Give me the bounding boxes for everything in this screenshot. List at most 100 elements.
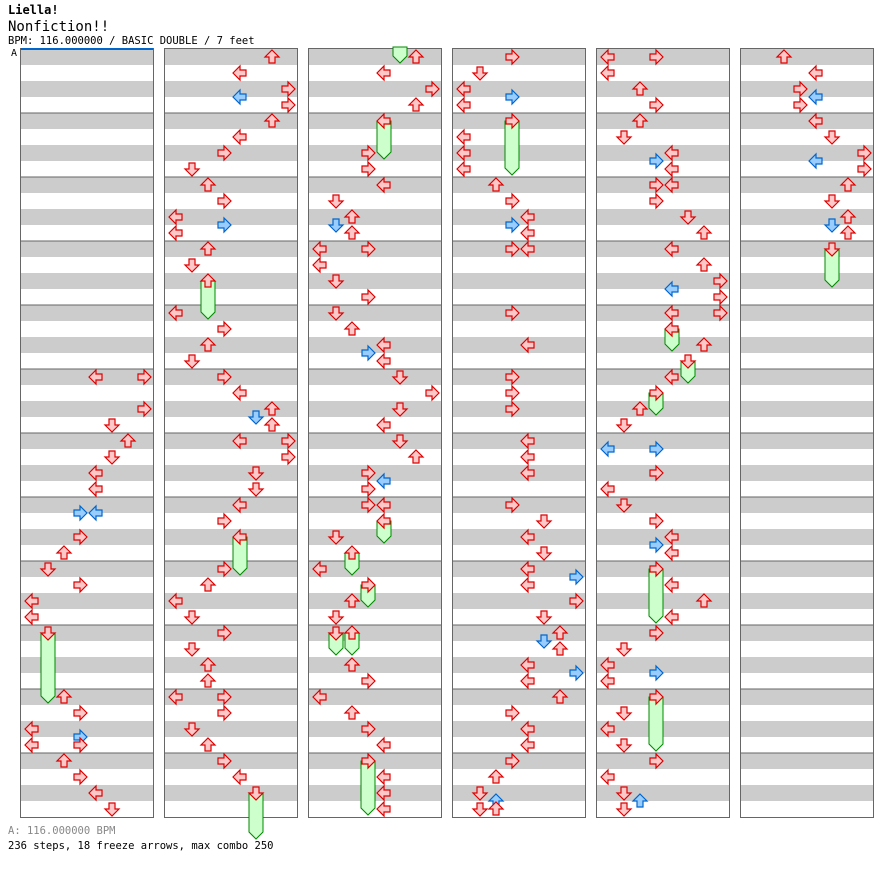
beat-stripe	[21, 81, 153, 97]
arrow-up-icon	[695, 337, 713, 352]
beat-stripe	[21, 497, 153, 513]
beat-stripe	[309, 529, 441, 545]
arrow-up-icon	[407, 449, 425, 464]
beat-stripe	[21, 465, 153, 481]
chart-stats: 236 steps, 18 freeze arrows, max combo 2…	[8, 840, 274, 852]
beat-stripe	[741, 369, 873, 385]
column-canvas	[453, 48, 585, 817]
beat-stripe	[741, 305, 873, 321]
arrow-right-icon	[793, 80, 808, 98]
arrow-right-icon	[361, 496, 376, 514]
beat-stripe	[741, 273, 873, 289]
arrow-left-icon	[520, 432, 535, 450]
arrow-down-icon	[535, 610, 553, 625]
arrow-right-icon	[505, 400, 520, 418]
beat-stripe	[21, 369, 153, 385]
arrow-left-icon	[232, 64, 247, 82]
song-title: Nonfiction!!	[8, 19, 110, 35]
arrow-left-icon	[232, 496, 247, 514]
beat-stripe	[741, 49, 873, 65]
arrow-right-icon	[649, 688, 664, 706]
arrow-left-icon	[376, 736, 391, 754]
arrow-up-icon	[775, 49, 793, 64]
artist-name: Liella!	[8, 3, 59, 17]
arrow-down-icon	[615, 498, 633, 513]
beat-stripe	[741, 177, 873, 193]
beat-stripe	[741, 561, 873, 577]
arrow-left-icon	[376, 768, 391, 786]
arrow-left-icon	[312, 240, 327, 258]
arrow-right-icon	[217, 216, 232, 234]
arrow-right-icon	[505, 240, 520, 258]
beat-stripe	[597, 785, 729, 801]
arrow-right-icon	[217, 512, 232, 530]
beat-stripe	[21, 177, 153, 193]
arrow-up-icon	[55, 753, 73, 768]
arrow-right-icon	[649, 464, 664, 482]
freeze-arrow-body	[40, 632, 56, 704]
arrow-left-icon	[456, 160, 471, 178]
arrow-right-icon	[281, 80, 296, 98]
beat-stripe	[741, 689, 873, 705]
arrow-down-icon	[615, 130, 633, 145]
arrow-left-icon	[600, 48, 615, 66]
arrow-left-icon	[376, 512, 391, 530]
arrow-down-icon	[535, 634, 553, 649]
arrow-down-icon	[183, 642, 201, 657]
arrow-left-icon	[232, 88, 247, 106]
arrow-left-icon	[520, 448, 535, 466]
arrow-left-icon	[24, 720, 39, 738]
arrow-down-icon	[247, 786, 265, 801]
bpm-marker-label: A	[11, 48, 18, 59]
arrow-left-icon	[456, 80, 471, 98]
arrow-right-icon	[649, 624, 664, 642]
arrow-left-icon	[664, 608, 679, 626]
arrow-left-icon	[232, 768, 247, 786]
beat-stripe	[165, 81, 297, 97]
column-canvas	[741, 49, 873, 801]
arrow-right-icon	[505, 48, 520, 66]
arrow-down-icon	[247, 466, 265, 481]
arrow-up-icon	[199, 673, 217, 688]
arrow-left-icon	[376, 784, 391, 802]
arrow-right-icon	[505, 368, 520, 386]
arrow-down-icon	[471, 802, 489, 817]
beat-stripe	[741, 401, 873, 417]
arrow-down-icon	[615, 738, 633, 753]
beat-stripe	[309, 81, 441, 97]
arrow-left-icon	[664, 304, 679, 322]
arrow-up-icon	[551, 641, 569, 656]
arrow-up-icon	[631, 113, 649, 128]
beat-stripe	[453, 785, 585, 801]
column-canvas	[597, 48, 729, 817]
arrow-right-icon	[73, 528, 88, 546]
arrow-left-icon	[520, 224, 535, 242]
chart-column	[308, 46, 442, 818]
arrow-up-icon	[631, 793, 649, 808]
arrow-left-icon	[88, 504, 103, 522]
beat-stripe	[453, 81, 585, 97]
beat-stripe	[165, 657, 297, 673]
arrow-right-icon	[73, 704, 88, 722]
beat-stripe	[309, 561, 441, 577]
arrow-up-icon	[487, 769, 505, 784]
beat-stripe	[309, 209, 441, 225]
arrow-down-icon	[535, 546, 553, 561]
arrow-down-icon	[615, 642, 633, 657]
beat-stripe	[741, 625, 873, 641]
beat-stripe	[453, 561, 585, 577]
beat-stripe	[165, 721, 297, 737]
arrow-down-icon	[247, 410, 265, 425]
arrow-left-icon	[168, 208, 183, 226]
arrow-up-icon	[343, 625, 361, 640]
arrow-up-icon	[487, 801, 505, 816]
column-canvas	[309, 46, 441, 818]
arrow-right-icon	[217, 368, 232, 386]
arrow-up-icon	[839, 177, 857, 192]
beat-stripe	[453, 337, 585, 353]
beat-stripe	[21, 113, 153, 129]
beat-stripe	[741, 657, 873, 673]
arrow-down-icon	[327, 194, 345, 209]
arrow-left-icon	[88, 784, 103, 802]
arrow-right-icon	[361, 464, 376, 482]
